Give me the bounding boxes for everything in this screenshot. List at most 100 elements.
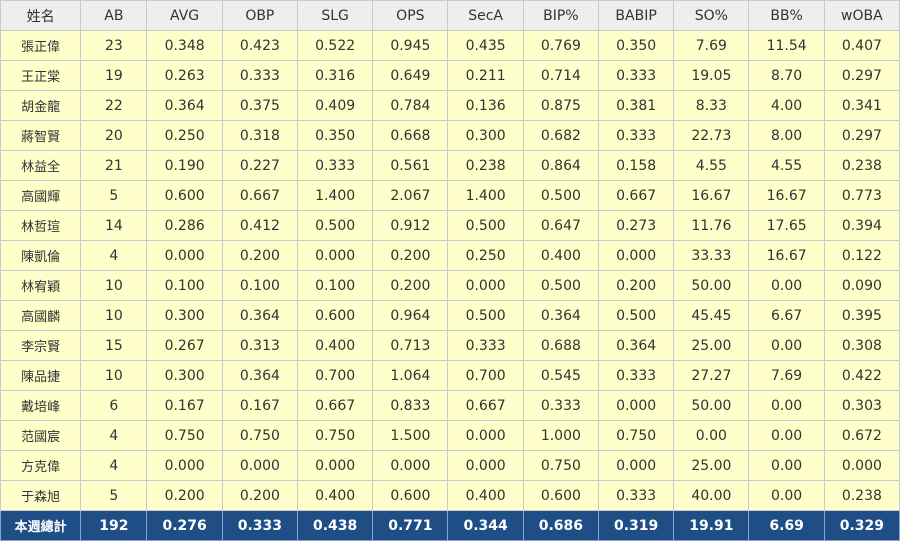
- player-name-cell: 胡金龍: [0, 90, 82, 121]
- stat-cell: 0.600: [372, 480, 449, 511]
- stat-cell: 0.600: [146, 180, 223, 211]
- stat-cell: 0.394: [823, 210, 900, 241]
- stat-cell: 0.750: [146, 420, 223, 451]
- stat-cell: 0.333: [597, 60, 675, 91]
- total-cell: 6.69: [748, 510, 825, 541]
- stat-cell: 8.33: [673, 90, 750, 121]
- header-row: 姓名 AB AVG OBP SLG OPS SecA BIP% BABIP SO…: [0, 0, 900, 31]
- stat-cell: 0.100: [221, 270, 298, 301]
- stat-cell: 25.00: [673, 450, 750, 481]
- stat-cell: 0.333: [221, 60, 298, 91]
- stat-cell: 0.238: [823, 480, 900, 511]
- stat-cell: 0.700: [447, 360, 524, 391]
- player-name-cell: 高國輝: [0, 180, 82, 211]
- stat-cell: 22: [80, 90, 148, 121]
- stat-cell: 2.067: [372, 180, 449, 211]
- stat-cell: 0.500: [296, 210, 374, 241]
- stat-cell: 0.667: [447, 390, 524, 421]
- table-row: 胡金龍 22 0.364 0.375 0.409 0.784 0.136 0.875 0.381…: [0, 90, 900, 121]
- stat-cell: 0.700: [296, 360, 374, 391]
- stat-cell: 0.136: [447, 90, 524, 121]
- player-name-cell: 陳品捷: [0, 360, 82, 391]
- stat-cell: 0.00: [748, 420, 825, 451]
- stat-cell: 0.227: [221, 150, 298, 181]
- stat-cell: 0.267: [146, 330, 223, 361]
- stat-cell: 0.912: [372, 210, 449, 241]
- stat-cell: 0.649: [372, 60, 449, 91]
- stat-cell: 0.250: [146, 120, 223, 151]
- stat-cell: 0.667: [597, 180, 675, 211]
- stat-cell: 0.750: [597, 420, 675, 451]
- column-header-obp: OBP: [221, 0, 298, 31]
- stat-cell: 0.522: [296, 30, 374, 61]
- table-row: 陳凱倫 4 0.000 0.200 0.000 0.200 0.250 0.400 0.000 3…: [0, 240, 900, 271]
- stat-cell: 0.375: [221, 90, 298, 121]
- stat-cell: 0.333: [522, 390, 599, 421]
- player-name-cell: 林益全: [0, 150, 82, 181]
- stat-cell: 16.67: [748, 180, 825, 211]
- stat-cell: 0.668: [372, 120, 449, 151]
- stat-cell: 50.00: [673, 270, 750, 301]
- stat-cell: 11.54: [748, 30, 825, 61]
- stat-cell: 0.273: [597, 210, 675, 241]
- total-row: 本週總計 192 0.276 0.333 0.438 0.771 0.344 0…: [0, 510, 900, 541]
- stat-cell: 19.05: [673, 60, 750, 91]
- stat-cell: 0.364: [221, 300, 298, 331]
- table-row: 林益全 21 0.190 0.227 0.333 0.561 0.238 0.864 0.158…: [0, 150, 900, 181]
- table-row: 林宥穎 10 0.100 0.100 0.100 0.200 0.000 0.500 0.200…: [0, 270, 900, 301]
- stat-cell: 0.500: [522, 270, 599, 301]
- stat-cell: 0.364: [146, 90, 223, 121]
- column-header-bip-pct: BIP%: [522, 0, 599, 31]
- stat-cell: 14: [80, 210, 148, 241]
- stat-cell: 15: [80, 330, 148, 361]
- stat-cell: 1.064: [372, 360, 449, 391]
- stat-cell: 0.964: [372, 300, 449, 331]
- player-name-cell: 李宗賢: [0, 330, 82, 361]
- stat-cell: 0.297: [823, 120, 900, 151]
- stat-cell: 33.33: [673, 240, 750, 271]
- stat-cell: 0.407: [823, 30, 900, 61]
- stat-cell: 6.67: [748, 300, 825, 331]
- stat-cell: 0.750: [522, 450, 599, 481]
- stat-cell: 0.000: [597, 240, 675, 271]
- stat-cell: 0.00: [748, 480, 825, 511]
- stat-cell: 0.000: [296, 240, 374, 271]
- stat-cell: 0.647: [522, 210, 599, 241]
- stat-cell: 0.000: [447, 270, 524, 301]
- stat-cell: 0.333: [597, 120, 675, 151]
- stat-cell: 0.000: [221, 450, 298, 481]
- stat-cell: 23: [80, 30, 148, 61]
- stat-cell: 8.70: [748, 60, 825, 91]
- stat-cell: 0.000: [146, 240, 223, 271]
- player-name-cell: 林宥穎: [0, 270, 82, 301]
- stat-cell: 0.000: [597, 390, 675, 421]
- player-name-cell: 張正偉: [0, 30, 82, 61]
- stat-cell: 0.250: [447, 240, 524, 271]
- stat-cell: 0.000: [447, 450, 524, 481]
- table-row: 陳品捷 10 0.300 0.364 0.700 1.064 0.700 0.545 0.333…: [0, 360, 900, 391]
- stat-cell: 50.00: [673, 390, 750, 421]
- stat-cell: 0.303: [823, 390, 900, 421]
- stat-cell: 0.090: [823, 270, 900, 301]
- stat-cell: 0.773: [823, 180, 900, 211]
- stat-cell: 0.364: [221, 360, 298, 391]
- player-name-cell: 蔣智賢: [0, 120, 82, 151]
- stat-cell: 1.500: [372, 420, 449, 451]
- stat-cell: 0.200: [597, 270, 675, 301]
- total-cell: 0.438: [296, 510, 374, 541]
- stat-cell: 0.364: [597, 330, 675, 361]
- stat-cell: 10: [80, 270, 148, 301]
- total-cell: 0.276: [146, 510, 223, 541]
- stat-cell: 0.297: [823, 60, 900, 91]
- total-label: 本週總計: [0, 510, 82, 541]
- stat-cell: 0.769: [522, 30, 599, 61]
- column-header-avg: AVG: [146, 0, 223, 31]
- stat-cell: 1.400: [447, 180, 524, 211]
- stat-cell: 0.238: [823, 150, 900, 181]
- stat-cell: 0.423: [221, 30, 298, 61]
- stat-cell: 19: [80, 60, 148, 91]
- stat-cell: 4: [80, 450, 148, 481]
- stat-cell: 1.400: [296, 180, 374, 211]
- stat-cell: 0.200: [372, 270, 449, 301]
